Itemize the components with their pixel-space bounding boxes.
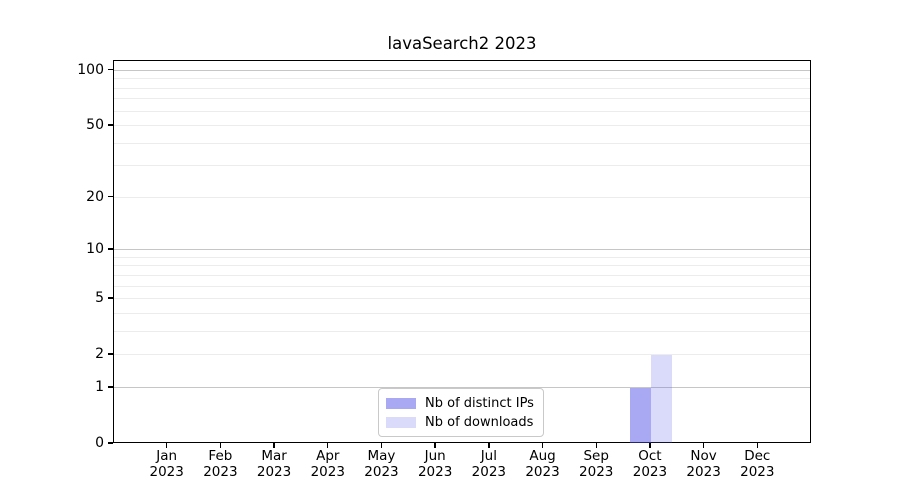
chart-title: lavaSearch2 2023 <box>387 34 537 53</box>
y-tick-label: 20 <box>86 188 104 205</box>
y-tick-mark <box>108 69 113 71</box>
x-tick-mark <box>434 443 436 448</box>
x-tick-mark <box>219 443 222 448</box>
legend-swatch-distinct-ips-icon <box>386 398 416 409</box>
x-tick-label: Aug 2023 <box>525 448 560 480</box>
minor-gridline <box>114 298 810 300</box>
legend-item-downloads: Nb of downloads <box>386 414 535 431</box>
x-tick-label: Jan 2023 <box>149 448 184 480</box>
legend-label-distinct-ips: Nb of distinct IPs <box>425 396 534 411</box>
y-tick-label: 10 <box>86 241 104 258</box>
x-tick-mark <box>327 443 329 448</box>
legend-label-downloads: Nb of downloads <box>425 415 534 430</box>
major-gridline <box>114 386 810 388</box>
y-tick-label: 50 <box>86 117 104 134</box>
x-tick-mark <box>649 443 651 448</box>
major-gridline <box>114 249 810 251</box>
minor-gridline <box>114 142 810 144</box>
bar-downloads <box>650 355 672 443</box>
major-gridline <box>114 69 810 71</box>
legend-swatch-downloads-icon <box>386 417 416 428</box>
y-tick-mark <box>108 124 113 126</box>
minor-gridline <box>114 256 810 258</box>
x-tick-mark <box>595 443 597 448</box>
minor-gridline <box>114 330 810 332</box>
legend: Nb of distinct IPs Nb of downloads <box>378 388 544 437</box>
minor-gridline <box>114 196 810 198</box>
y-tick-mark <box>108 386 113 388</box>
y-tick-mark <box>108 353 113 355</box>
x-tick-mark <box>380 443 383 448</box>
minor-gridline <box>114 87 810 89</box>
plot-area <box>113 60 811 443</box>
minor-gridline <box>114 265 810 267</box>
x-tick-mark <box>702 443 705 448</box>
x-tick-label: Nov 2023 <box>686 448 721 480</box>
x-tick-label: May 2023 <box>364 448 399 480</box>
x-tick-mark <box>488 443 490 448</box>
x-tick-label: Feb 2023 <box>203 448 238 480</box>
minor-gridline <box>114 274 810 276</box>
y-tick-mark <box>108 297 113 299</box>
x-tick-label: Mar 2023 <box>256 448 292 480</box>
x-tick-mark <box>273 443 275 448</box>
y-tick-label: 1 <box>95 378 104 395</box>
x-tick-mark <box>541 443 544 448</box>
y-tick-label: 2 <box>95 346 104 363</box>
y-tick-label: 0 <box>95 435 104 451</box>
x-tick-label: Oct 2023 <box>632 448 668 480</box>
minor-gridline <box>114 312 810 314</box>
minor-gridline <box>114 165 810 167</box>
y-tick-mark <box>108 196 113 198</box>
x-tick-label: Jun 2023 <box>417 448 453 480</box>
minor-gridline <box>114 110 810 112</box>
minor-gridline <box>114 78 810 80</box>
y-tick-mark <box>108 442 113 444</box>
x-tick-mark <box>165 443 168 448</box>
legend-item-distinct-ips: Nb of distinct IPs <box>386 395 535 412</box>
minor-gridline <box>114 98 810 100</box>
bar-distinct-ips <box>629 387 651 443</box>
minor-gridline <box>114 354 810 356</box>
x-tick-mark <box>756 443 758 448</box>
x-tick-label: Dec 2023 <box>740 448 775 480</box>
x-tick-label: Sep 2023 <box>579 448 614 480</box>
x-tick-label: Jul 2023 <box>471 448 507 480</box>
x-tick-label: Apr 2023 <box>310 448 345 480</box>
minor-gridline <box>114 125 810 127</box>
y-tick-label: 100 <box>77 61 104 78</box>
y-tick-mark <box>108 248 113 250</box>
minor-gridline <box>114 285 810 287</box>
y-tick-label: 5 <box>95 290 104 307</box>
